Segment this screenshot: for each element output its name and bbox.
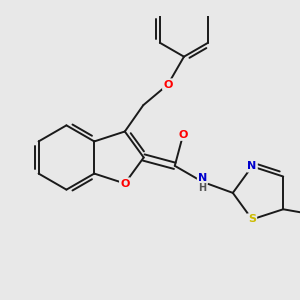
- Text: O: O: [178, 130, 188, 140]
- Text: N: N: [198, 172, 207, 183]
- Text: N: N: [248, 161, 257, 171]
- Text: H: H: [199, 183, 207, 193]
- Text: O: O: [120, 178, 130, 188]
- Text: O: O: [163, 80, 172, 89]
- Text: S: S: [248, 214, 256, 224]
